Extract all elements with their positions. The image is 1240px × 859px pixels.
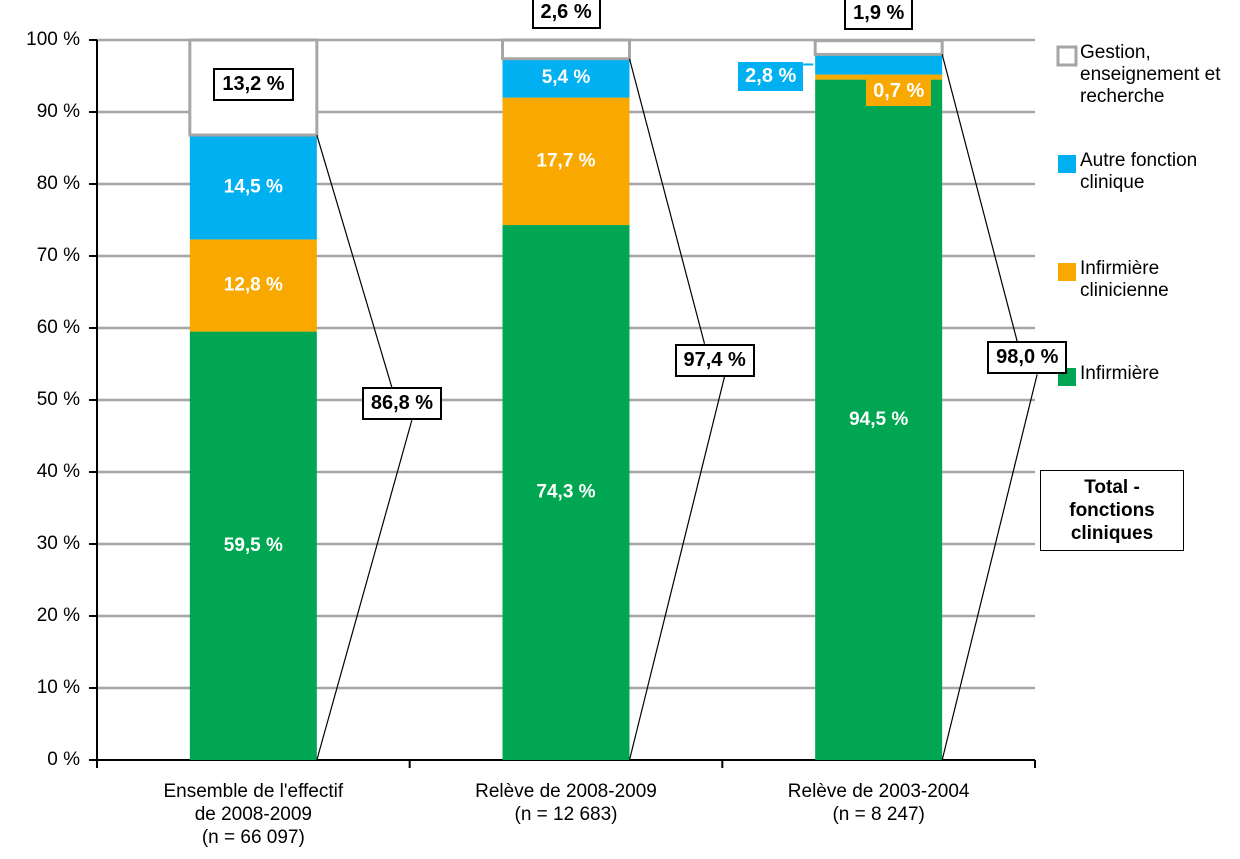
legend-label: Gestion, enseignement et recherche	[1080, 42, 1221, 107]
legend-swatch	[1058, 263, 1076, 281]
value-label: 5,4 %	[542, 67, 591, 88]
bar-segment	[189, 135, 317, 240]
y-tick-label: 50 %	[37, 389, 80, 410]
y-tick-label: 0 %	[47, 749, 80, 770]
x-tick-label: Ensemble de l'effectif de 2008-2009 (n =…	[163, 781, 344, 848]
total-connector	[316, 420, 413, 761]
bar-segment	[813, 39, 944, 56]
y-tick-label: 80 %	[37, 173, 80, 194]
value-label: 12,8 %	[224, 275, 283, 296]
bar-segment	[189, 239, 317, 332]
legend-label: Autre fonction clinique	[1080, 150, 1198, 193]
y-tick-label: 30 %	[37, 533, 80, 554]
bar-segment	[502, 225, 630, 761]
value-label: 2,8 %	[738, 61, 804, 91]
total-label: 97,4 %	[674, 343, 755, 377]
value-label: 94,5 %	[849, 409, 908, 430]
bar-segment	[501, 38, 631, 61]
value-label: 2,6 %	[531, 0, 601, 29]
total-label: 86,8 %	[361, 387, 443, 421]
total-connector	[316, 134, 393, 388]
legend-swatch	[1056, 45, 1078, 67]
total-connector	[628, 376, 726, 761]
y-tick-label: 40 %	[37, 461, 80, 482]
y-tick-label: 100 %	[26, 29, 80, 50]
bar-segment	[189, 331, 317, 760]
y-tick-label: 90 %	[37, 101, 80, 122]
value-label: 17,7 %	[536, 150, 595, 171]
value-label: 13,2 %	[213, 67, 294, 101]
totals-legend: Total - fonctions cliniques	[1040, 470, 1184, 551]
total-connector	[941, 374, 1038, 761]
total-label: 98,0 %	[987, 341, 1068, 375]
x-tick-label: Relève de 2008-2009 (n = 12 683)	[475, 781, 657, 825]
value-label: 1,9 %	[844, 0, 914, 30]
bar-segment	[815, 54, 943, 75]
value-label: 74,3 %	[536, 482, 595, 503]
bar-segment	[815, 79, 943, 761]
y-tick-label: 70 %	[37, 245, 80, 266]
bar-segment	[502, 97, 630, 226]
y-tick-label: 60 %	[37, 317, 80, 338]
value-label: 59,5 %	[224, 535, 283, 556]
legend-label: Infirmière clinicienne	[1080, 258, 1169, 301]
value-label: 14,5 %	[224, 176, 283, 197]
legend-label: Infirmière	[1080, 363, 1160, 384]
x-tick-label: Relève de 2003-2004 (n = 8 247)	[787, 781, 970, 825]
total-connector	[628, 58, 706, 344]
bar-segment	[502, 58, 630, 98]
value-label: 0,7 %	[866, 76, 932, 106]
y-tick-label: 10 %	[37, 677, 80, 698]
total-connector	[941, 54, 1018, 342]
y-tick-label: 20 %	[37, 605, 80, 626]
legend-swatch	[1058, 155, 1076, 173]
